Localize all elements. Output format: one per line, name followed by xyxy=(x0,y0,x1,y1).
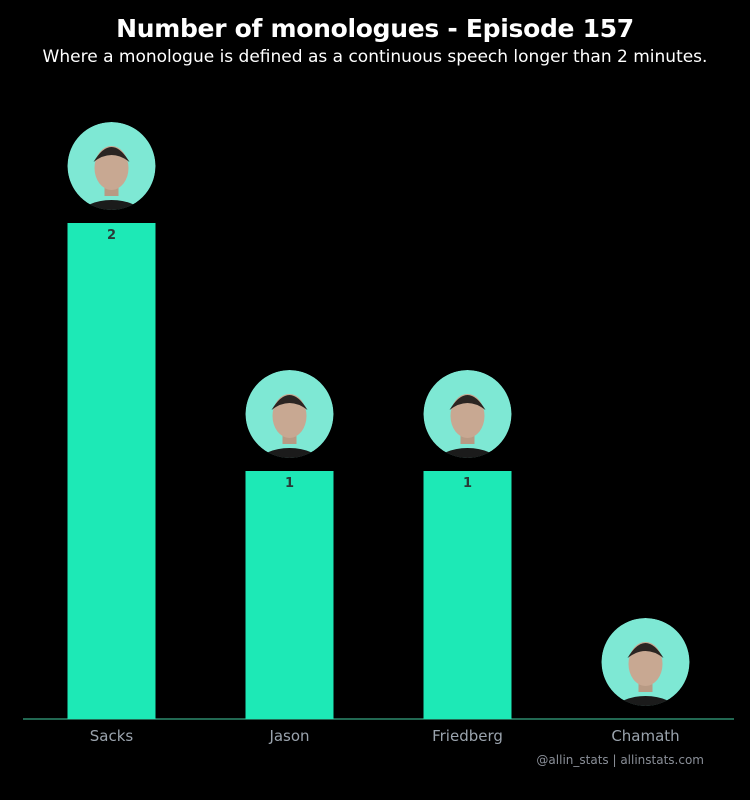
bar-sacks xyxy=(67,223,156,719)
chart-subtitle: Where a monologue is defined as a contin… xyxy=(42,47,708,67)
bar-friedberg xyxy=(423,471,512,719)
x-tick-label-friedberg: Friedberg xyxy=(432,727,503,745)
bar-jason xyxy=(245,471,334,719)
chart-title: Number of monologues - Episode 157 xyxy=(116,14,634,43)
data-label-jason: 1 xyxy=(285,476,294,491)
x-tick-label-jason: Jason xyxy=(268,727,309,745)
x-tick-label-sacks: Sacks xyxy=(90,727,134,745)
x-tick-label-chamath: Chamath xyxy=(611,727,679,745)
portrait-jason-avatar xyxy=(245,370,334,458)
data-label-friedberg: 1 xyxy=(463,476,472,491)
data-label-sacks: 2 xyxy=(107,228,116,243)
portrait-friedberg-avatar xyxy=(423,370,512,458)
credit-text: @allin_stats | allinstats.com xyxy=(536,753,704,767)
portrait-chamath-avatar xyxy=(601,618,690,706)
portrait-sacks-avatar xyxy=(67,122,156,210)
